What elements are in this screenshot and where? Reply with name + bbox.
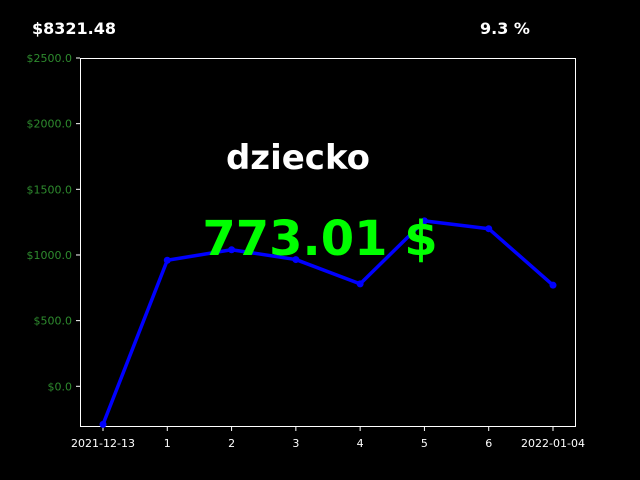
y-tick-label: $2500.0 (27, 52, 73, 65)
data-point (420, 217, 428, 225)
x-tick-label: 6 (485, 437, 492, 450)
data-point (292, 256, 300, 264)
data-point (228, 246, 236, 254)
data-point (485, 225, 493, 233)
total-value: $8321.48 (32, 19, 116, 38)
x-tick-label: 2 (228, 437, 235, 450)
x-tick-label: 2022-01-04 (521, 437, 585, 450)
x-axis: 2021-12-13 1 2 3 4 5 6 2022-01-04 (71, 427, 585, 450)
data-point (356, 280, 364, 288)
y-tick-label: $500.0 (34, 315, 73, 328)
percent-change: 9.3 % (480, 19, 530, 38)
x-tick-label: 3 (292, 437, 299, 450)
y-tick-label: $0.0 (48, 380, 73, 393)
data-point (549, 281, 557, 289)
data-point (163, 256, 171, 264)
series-polyline (101, 219, 555, 427)
overlay-amount: 773.01 $ (202, 211, 437, 267)
y-tick-label: $1000.0 (27, 249, 73, 262)
data-point (99, 420, 107, 428)
x-tick-label: 1 (164, 437, 171, 450)
y-tick-label: $1500.0 (27, 183, 73, 196)
x-tick-label: 4 (357, 437, 364, 450)
series-line (99, 217, 557, 428)
x-tick-label: 2021-12-13 (71, 437, 135, 450)
overlay-name: dziecko (226, 138, 370, 178)
y-tick-label: $2000.0 (27, 118, 73, 131)
plot-frame (80, 58, 576, 427)
y-axis: $0.0 $500.0 $1000.0 $1500.0 $2000.0 $2500.0 (27, 52, 80, 393)
x-tick-label: 5 (421, 437, 428, 450)
